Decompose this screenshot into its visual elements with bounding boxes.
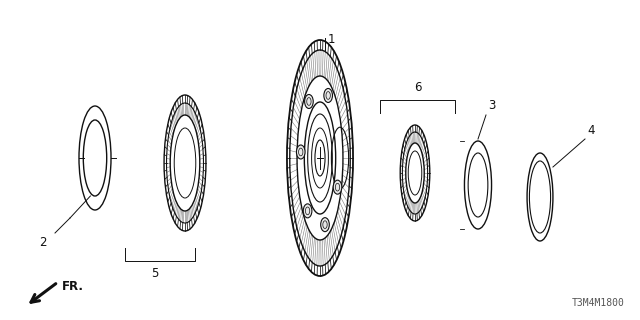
Ellipse shape	[333, 180, 342, 194]
Text: 3: 3	[488, 99, 495, 112]
Text: T3M4M1800: T3M4M1800	[572, 298, 625, 308]
Ellipse shape	[303, 204, 312, 218]
Ellipse shape	[305, 94, 313, 108]
Text: 2: 2	[40, 236, 47, 249]
Text: 6: 6	[413, 81, 421, 94]
Text: 4: 4	[587, 124, 595, 137]
Ellipse shape	[296, 145, 305, 159]
Ellipse shape	[324, 88, 332, 102]
Ellipse shape	[321, 218, 330, 232]
Text: FR.: FR.	[62, 280, 84, 293]
Text: 1: 1	[328, 33, 335, 46]
Text: 5: 5	[151, 267, 159, 280]
